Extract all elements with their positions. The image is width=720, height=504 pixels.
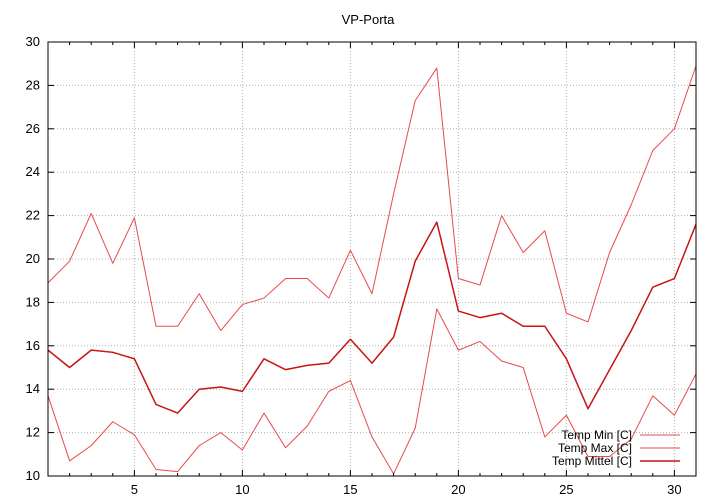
- y-tick-label: 20: [26, 251, 40, 266]
- x-tick-label: 10: [235, 482, 249, 497]
- legend-label: Temp Mittel [C]: [552, 454, 632, 468]
- y-tick-label: 26: [26, 121, 40, 136]
- x-tick-label: 5: [131, 482, 138, 497]
- grid: [48, 42, 696, 476]
- legend-label: Temp Min [C]: [561, 428, 632, 442]
- x-tick-label: 25: [559, 482, 573, 497]
- x-tick-label: 20: [451, 482, 465, 497]
- y-tick-label: 16: [26, 338, 40, 353]
- y-tick-label: 22: [26, 208, 40, 223]
- legend: Temp Min [C]Temp Max [C]Temp Mittel [C]: [552, 428, 680, 468]
- axis-tick-labels: 10 12 14 16 18 20 22 24 26 28 30 5 10 15 20 25 30: [26, 34, 682, 497]
- x-tick-label: 15: [343, 482, 357, 497]
- axis-ticks: [47, 41, 697, 477]
- legend-label: Temp Max [C]: [558, 441, 632, 455]
- series-line-0: [47, 308, 697, 475]
- series-lines: [47, 65, 697, 475]
- y-tick-label: 28: [26, 77, 40, 92]
- y-tick-label: 30: [26, 34, 40, 49]
- series-line-2: [47, 221, 697, 414]
- series-line-1: [47, 65, 697, 332]
- y-tick-label: 10: [26, 468, 40, 483]
- y-tick-label: 14: [26, 381, 40, 396]
- y-tick-label: 24: [26, 164, 40, 179]
- y-tick-label: 12: [26, 425, 40, 440]
- y-tick-label: 18: [26, 294, 40, 309]
- chart-title: VP-Porta: [342, 12, 396, 27]
- x-tick-label: 30: [667, 482, 681, 497]
